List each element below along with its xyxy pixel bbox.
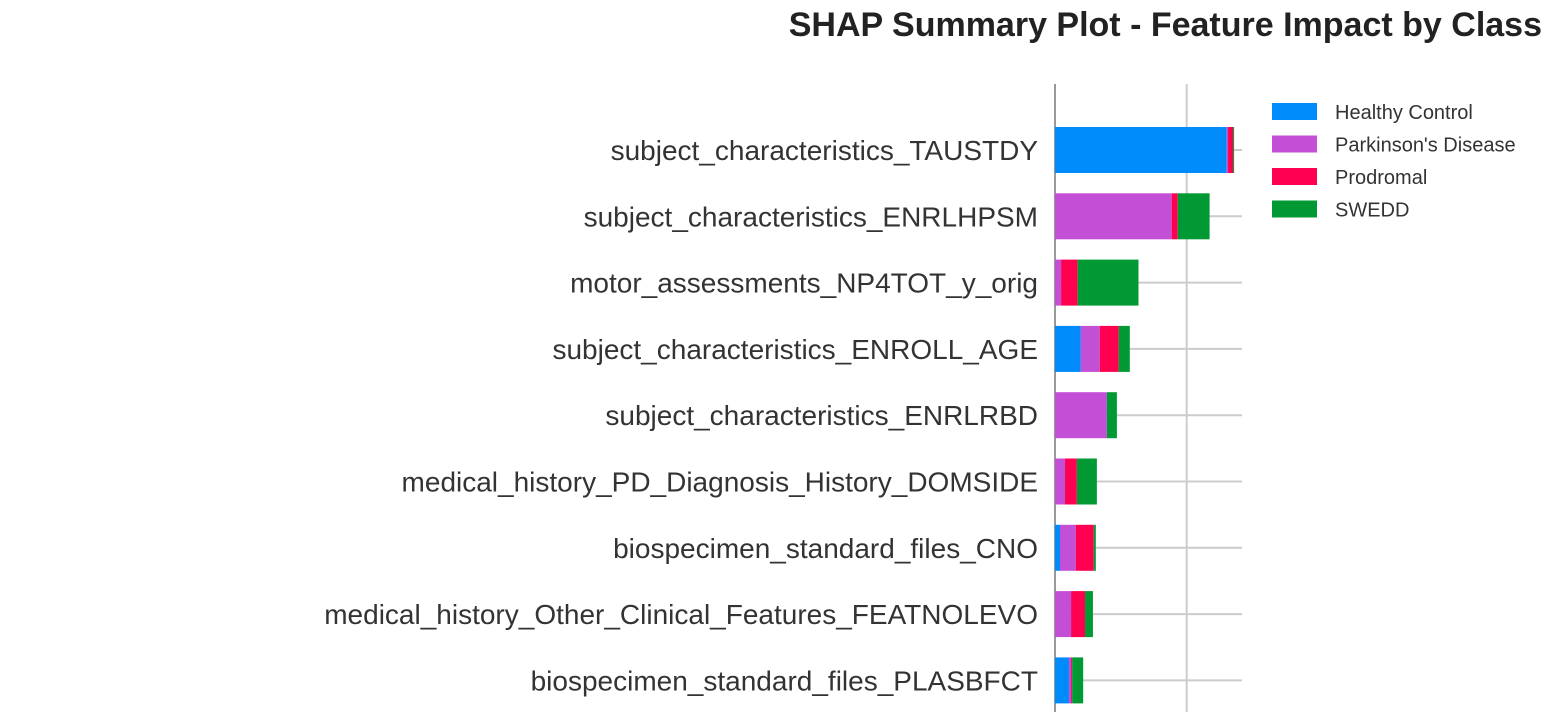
bar-segment	[1055, 458, 1066, 505]
bar-segment	[1228, 127, 1234, 173]
bar-segment	[1061, 259, 1078, 306]
bar-segment	[1055, 193, 1172, 240]
bar-segment	[1055, 657, 1069, 704]
feature-label: motor_assessments_NP4TOT_y_orig	[570, 268, 1038, 299]
feature-label: subject_characteristics_ENRLRBD	[605, 400, 1038, 431]
bar-segment	[1055, 591, 1072, 638]
legend-swatch	[1272, 200, 1317, 218]
bar-segment	[1118, 325, 1130, 372]
legend-label: Prodromal	[1335, 167, 1427, 189]
feature-label: medical_history_Other_Clinical_Features_…	[324, 599, 1038, 630]
feature-label: biospecimen_standard_files_PLASBFCT	[531, 665, 1038, 696]
bar-layer	[1055, 127, 1235, 704]
bar-segment	[1071, 657, 1073, 704]
legend-swatch	[1272, 103, 1317, 120]
legend: Healthy Control Parkinson's Disease Prodro…	[1272, 102, 1516, 222]
bar-segment	[1080, 325, 1100, 372]
bar-segment	[1226, 127, 1229, 173]
feature-label: biospecimen_standard_files_CNO	[613, 533, 1038, 564]
bar-segment	[1055, 127, 1227, 173]
bar-segment	[1055, 259, 1062, 306]
bar-segment	[1072, 657, 1084, 704]
bar-segment	[1068, 657, 1072, 704]
feature-label-layer: subject_characteristics_TAUSTDY subject_c…	[324, 135, 1038, 696]
legend-swatch	[1272, 135, 1317, 153]
bar-segment	[1171, 193, 1178, 240]
bar-segment	[1093, 524, 1096, 571]
bar-segment	[1177, 193, 1210, 240]
legend-swatch	[1272, 168, 1317, 185]
bar-segment	[1076, 458, 1097, 505]
feature-label: subject_characteristics_ENROLL_AGE	[552, 334, 1038, 365]
legend-label: Healthy Control	[1335, 102, 1473, 124]
bar-segment	[1055, 392, 1107, 439]
legend-label: Parkinson's Disease	[1335, 135, 1516, 157]
feature-label: subject_characteristics_ENRLHPSM	[584, 201, 1038, 232]
bar-segment	[1055, 524, 1061, 571]
bar-segment	[1106, 392, 1117, 439]
bar-segment	[1060, 524, 1076, 571]
feature-label: medical_history_PD_Diagnosis_History_DOM…	[402, 467, 1038, 498]
bar-segment	[1071, 591, 1086, 638]
bar-segment	[1075, 524, 1094, 571]
bar-segment	[1085, 591, 1093, 638]
bar-segment	[1233, 127, 1235, 173]
bar-segment	[1077, 259, 1139, 306]
bar-segment	[1099, 325, 1119, 372]
chart-title: SHAP Summary Plot - Feature Impact by Cl…	[788, 6, 1542, 44]
feature-label: subject_characteristics_TAUSTDY	[611, 135, 1039, 166]
bar-segment	[1055, 325, 1081, 372]
legend-label: SWEDD	[1335, 200, 1409, 222]
bar-segment	[1065, 458, 1077, 505]
